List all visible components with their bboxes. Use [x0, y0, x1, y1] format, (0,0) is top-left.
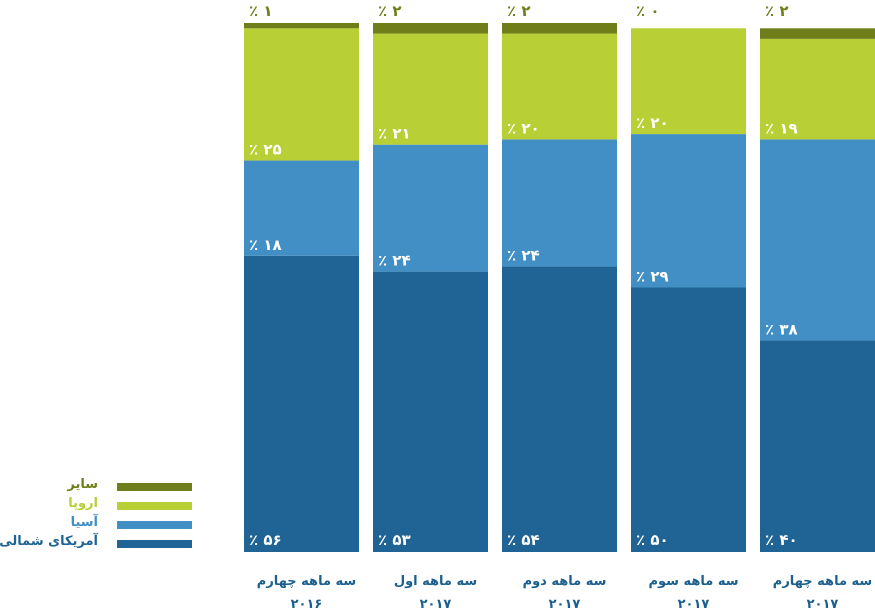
legend-item-2: آسیا: [0, 514, 200, 532]
bar-segment-1-5: [760, 340, 875, 552]
legend-item-4: سایر: [0, 476, 200, 494]
legend-label: سایر: [67, 477, 98, 492]
legend-swatch: [117, 521, 192, 529]
bar-segment-3-5: [760, 38, 875, 140]
legend-swatch: [117, 483, 192, 491]
legend-label: آمریکای شمالی: [0, 534, 98, 549]
bar-segment-4-2: [373, 23, 488, 34]
bar-segment-2-2: [373, 144, 488, 272]
bar-segment-3-3: [502, 33, 617, 140]
data-label-4-5: ٪ ۲: [765, 2, 789, 20]
bar-segment-2-1: [244, 160, 359, 256]
category-label-3: سه ماهه دوم: [523, 574, 607, 589]
bar-segment-1-3: [502, 266, 617, 552]
data-label-3-3: ٪ ۲۰: [507, 119, 540, 137]
legend-item-1: آمریکای شمالی: [0, 533, 200, 551]
data-label-4-2: ٪ ۲: [378, 2, 402, 20]
legend-swatch: [117, 502, 192, 510]
bar-segment-4-5: [760, 28, 875, 39]
bar-segment-2-3: [502, 139, 617, 267]
data-label-1-3: ٪ ۵۴: [507, 531, 540, 549]
data-label-1-2: ٪ ۵۳: [378, 531, 411, 549]
data-label-1-5: ٪ ۴۰: [765, 531, 798, 549]
bar-segment-3-4: [631, 28, 746, 135]
category-year-1: ۲۰۱۶: [291, 597, 323, 611]
bar-segment-2-4: [631, 134, 746, 288]
bar-segment-4-1: [244, 23, 359, 29]
legend-label: اروپا: [68, 496, 98, 511]
category-label-1: سه ماهه چهارم: [257, 574, 356, 589]
category-label-5: سه ماهه چهارم: [773, 574, 872, 589]
data-label-2-1: ٪ ۱۸: [249, 236, 282, 254]
category-year-4: ۲۰۱۷: [678, 597, 710, 611]
data-label-2-4: ٪ ۲۹: [636, 268, 669, 286]
data-label-2-3: ٪ ۲۴: [507, 246, 540, 264]
data-label-3-5: ٪ ۱۹: [765, 119, 798, 137]
data-label-3-4: ٪ ۲۰: [636, 114, 669, 132]
bar-segment-1-1: [244, 255, 359, 552]
data-label-3-2: ٪ ۲۱: [378, 125, 411, 143]
data-label-4-4: ٪ ۰: [636, 2, 660, 20]
data-label-3-1: ٪ ۲۵: [249, 141, 282, 159]
data-label-1-4: ٪ ۵۰: [636, 531, 669, 549]
data-label-1-1: ٪ ۵۶: [249, 531, 282, 549]
bar-segment-1-4: [631, 287, 746, 552]
bar-segment-2-5: [760, 139, 875, 341]
data-label-4-1: ٪ ۱: [249, 2, 273, 20]
legend-item-3: اروپا: [0, 495, 200, 513]
data-label-2-5: ٪ ۳۸: [765, 320, 798, 338]
category-label-4: سه ماهه سوم: [648, 574, 738, 589]
legend-label: آسیا: [70, 515, 98, 530]
legend-swatch: [117, 540, 192, 548]
category-year-2: ۲۰۱۷: [420, 597, 452, 611]
bar-segment-4-3: [502, 23, 617, 34]
data-label-2-2: ٪ ۲۴: [378, 252, 411, 270]
category-label-2: سه ماهه اول: [394, 574, 477, 589]
bar-segment-3-1: [244, 28, 359, 161]
category-year-5: ۲۰۱۷: [807, 597, 839, 611]
bar-segment-1-2: [373, 271, 488, 552]
bar-segment-3-2: [373, 33, 488, 145]
category-year-3: ۲۰۱۷: [549, 597, 581, 611]
data-label-4-3: ٪ ۲: [507, 2, 531, 20]
